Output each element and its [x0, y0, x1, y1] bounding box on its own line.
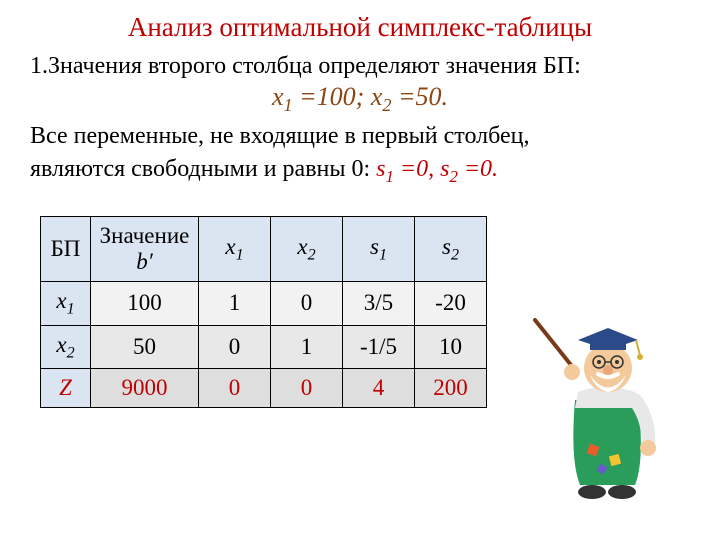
cell: 0: [271, 282, 343, 326]
header-bp: БП: [41, 217, 91, 282]
cell: 3/5: [343, 282, 415, 326]
table-row: x1 100 1 0 3/5 -20: [41, 282, 487, 326]
cell: 1: [271, 325, 343, 369]
cell: 0: [199, 369, 271, 408]
header-s2: s2: [415, 217, 487, 282]
simplex-table: БП Значениеb′ x1 x2 s1 s2 x1 100 1 0 3/5…: [40, 216, 487, 408]
cell: 4: [343, 369, 415, 408]
table-row: x2 50 0 1 -1/5 10: [41, 325, 487, 369]
cell-value: 9000: [91, 369, 199, 408]
cell: 10: [415, 325, 487, 369]
header-x2: x2: [271, 217, 343, 282]
cell-value: 50: [91, 325, 199, 369]
professor-illustration: [520, 300, 680, 500]
row-bp-label: Z: [41, 369, 91, 408]
page-title: Анализ оптимальной симплекс-таблицы: [30, 12, 690, 43]
header-s1: s1: [343, 217, 415, 282]
cell: -1/5: [343, 325, 415, 369]
header-x1: x1: [199, 217, 271, 282]
cell: -20: [415, 282, 487, 326]
table-header-row: БП Значениеb′ x1 x2 s1 s2: [41, 217, 487, 282]
row-bp-label: x1: [41, 282, 91, 326]
intro-paragraph-1: 1.Значения второго столбца определяют зн…: [30, 53, 690, 80]
cell: 1: [199, 282, 271, 326]
table-row-objective: Z 9000 0 0 4 200: [41, 369, 487, 408]
cell: 0: [199, 325, 271, 369]
cell-value: 100: [91, 282, 199, 326]
row-bp-label: x2: [41, 325, 91, 369]
intro-paragraph-2: Все переменные, не входящие в первый сто…: [30, 120, 690, 188]
header-value: Значениеb′: [91, 217, 199, 282]
cell: 0: [271, 369, 343, 408]
cell: 200: [415, 369, 487, 408]
equation-bp-values: x1 =100; x2 =50.: [30, 82, 690, 116]
